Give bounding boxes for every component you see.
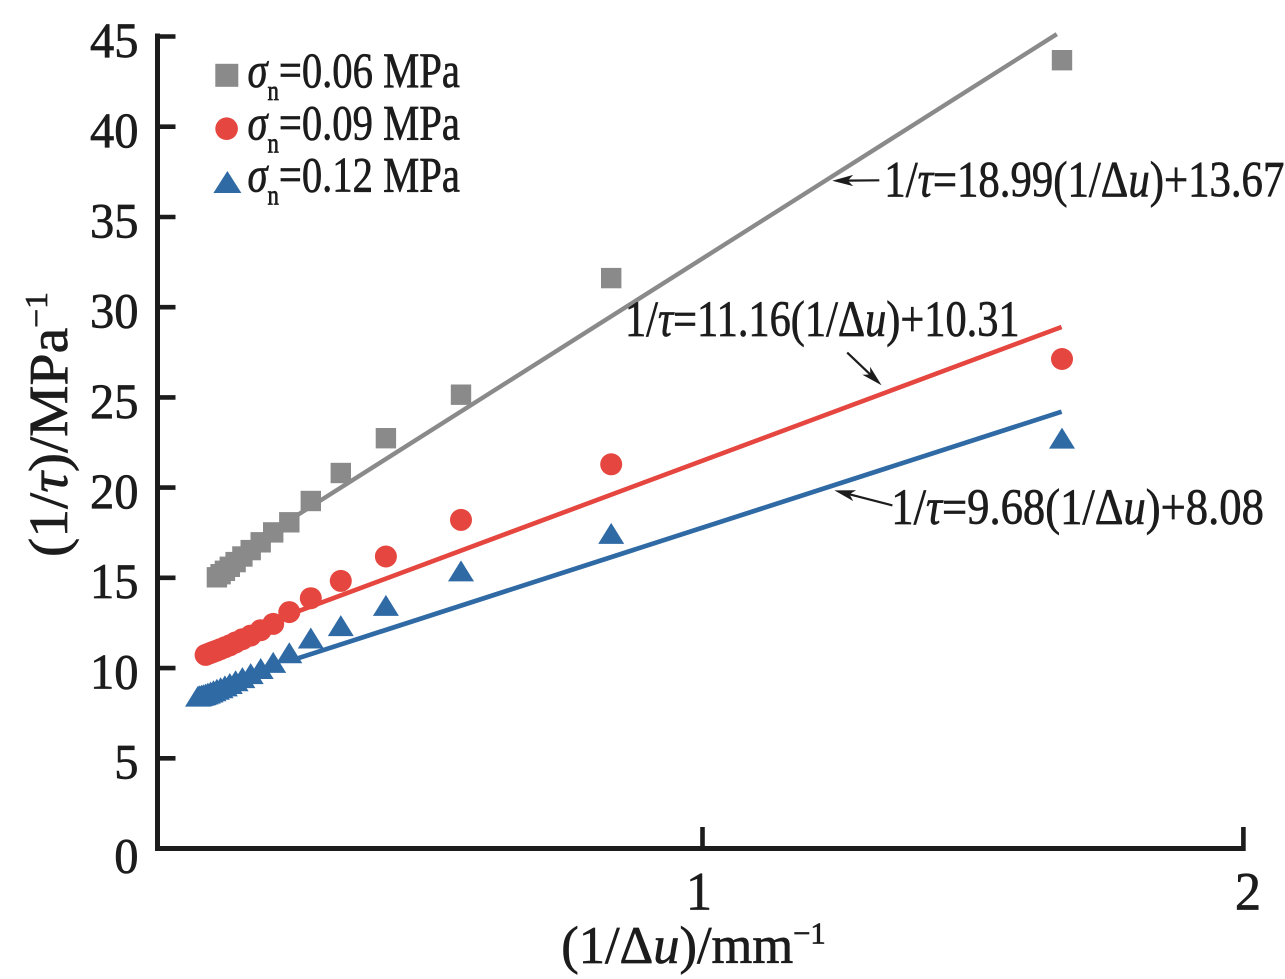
svg-text:30: 30 xyxy=(90,283,138,339)
svg-text:0: 0 xyxy=(114,828,138,884)
svg-text:1/τ=11.16(1/Δu)+10.31: 1/τ=11.16(1/Δu)+10.31 xyxy=(625,291,1020,348)
svg-text:10: 10 xyxy=(90,644,138,700)
svg-text:15: 15 xyxy=(90,554,138,610)
svg-text:(1/Δu)/mm−1: (1/Δu)/mm−1 xyxy=(561,916,826,975)
svg-text:σn=0.12 MPa: σn=0.12 MPa xyxy=(248,147,460,212)
svg-text:45: 45 xyxy=(90,12,138,68)
svg-text:1/τ=18.99(1/Δu)+13.67: 1/τ=18.99(1/Δu)+13.67 xyxy=(884,152,1284,208)
svg-text:35: 35 xyxy=(90,193,138,249)
svg-text:σn=0.09 MPa: σn=0.09 MPa xyxy=(248,94,460,159)
svg-text:5: 5 xyxy=(114,734,138,790)
svg-text:σn=0.06 MPa: σn=0.06 MPa xyxy=(248,42,460,107)
svg-text:(1/τ)/MPa−1: (1/τ)/MPa−1 xyxy=(19,292,79,557)
svg-text:2: 2 xyxy=(1235,862,1261,922)
svg-text:40: 40 xyxy=(90,102,138,158)
svg-text:25: 25 xyxy=(90,373,138,429)
svg-text:1/τ=9.68(1/Δu)+8.08: 1/τ=9.68(1/Δu)+8.08 xyxy=(891,479,1264,535)
svg-text:20: 20 xyxy=(90,463,138,519)
svg-text:1: 1 xyxy=(686,862,712,922)
